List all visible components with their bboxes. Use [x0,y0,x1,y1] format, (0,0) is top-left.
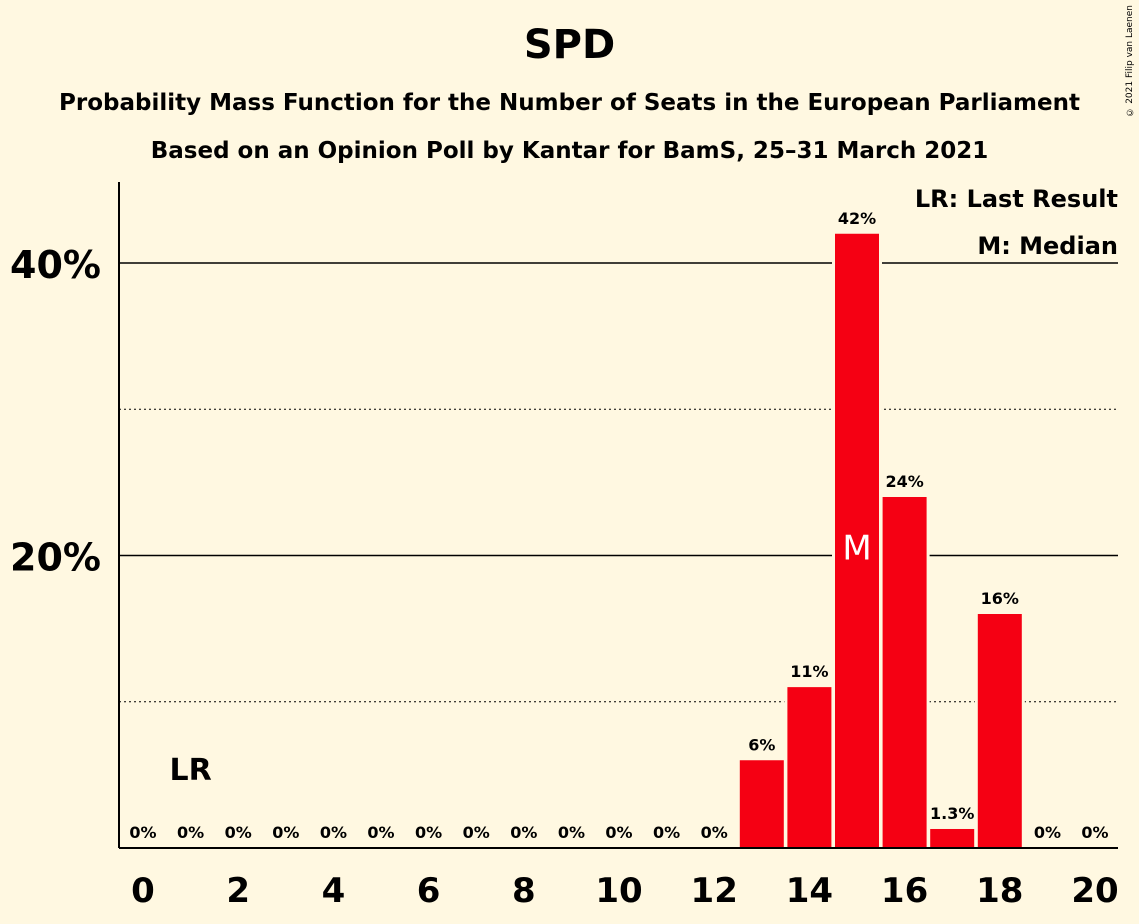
chart-subtitle-poll: Based on an Opinion Poll by Kantar for B… [150,138,989,164]
x-tick-label: 4 [322,871,346,911]
data-label: 0% [510,823,537,842]
y-tick-label: 20% [10,536,101,580]
data-label: 0% [463,823,490,842]
y-tick-label: 40% [10,243,101,287]
data-label: 11% [790,662,828,681]
bar [882,497,927,848]
data-label: 0% [1034,823,1061,842]
x-tick-label: 18 [976,871,1023,911]
legend-last-result: LR: Last Result [908,185,1118,213]
x-tick-label: 2 [226,871,250,911]
data-label: 0% [415,823,442,842]
data-label: 24% [885,472,923,491]
data-label: 0% [701,823,728,842]
x-tick-label: 16 [881,871,928,911]
data-label: 0% [605,823,632,842]
data-label: 0% [367,823,394,842]
bar [835,233,879,848]
data-label: 0% [129,823,156,842]
data-label: 0% [272,823,299,842]
data-label: 1.3% [930,804,974,823]
last-result-marker: LR [169,753,211,788]
x-tick-label: 8 [512,871,536,911]
x-tick-label: 0 [131,871,155,911]
x-tick-label: 12 [691,871,738,911]
data-label: 0% [653,823,680,842]
data-label: 16% [981,589,1019,608]
data-label: 0% [1081,823,1108,842]
data-label: 0% [225,823,252,842]
data-label: 0% [177,823,204,842]
data-label: 0% [558,823,585,842]
x-tick-label: 20 [1071,871,1118,911]
chart-title: SPD [523,22,616,68]
x-tick-label: 10 [595,871,642,911]
x-tick-label: 14 [786,871,833,911]
bar [739,760,784,848]
bar [930,828,975,848]
data-label: 0% [320,823,347,842]
bar [787,687,832,848]
x-tick-label: 6 [417,871,441,911]
median-marker: M [842,529,871,569]
legend-median: M: Median [971,232,1118,260]
data-label: 42% [838,209,876,228]
bar [977,614,1022,848]
chart-subtitle: Probability Mass Function for the Number… [59,90,1080,116]
data-label: 6% [748,735,775,754]
